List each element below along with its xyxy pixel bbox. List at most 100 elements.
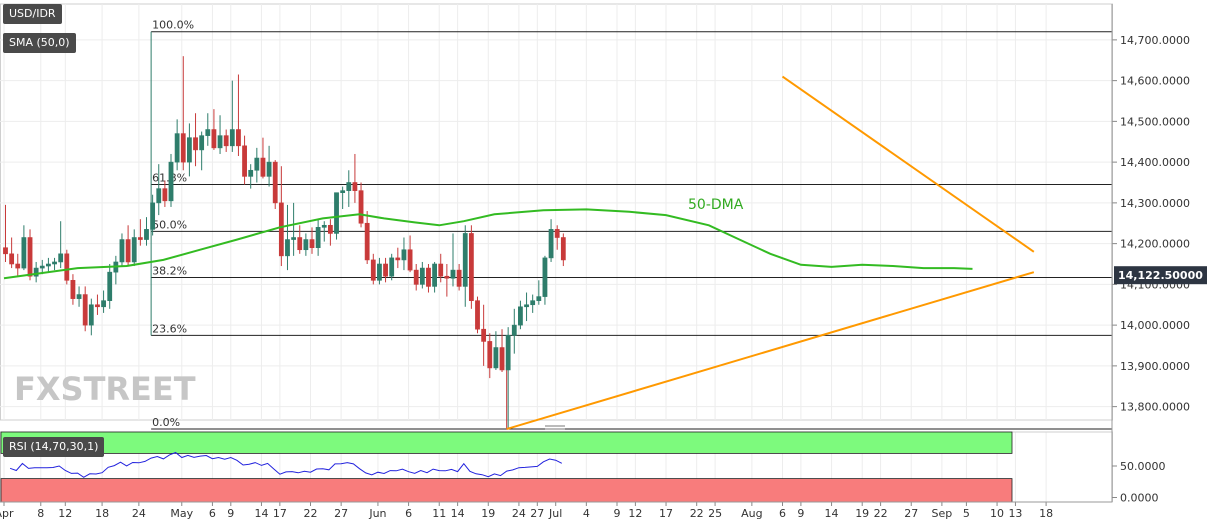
candle <box>548 219 554 262</box>
candle <box>432 261 437 293</box>
candle <box>52 257 57 271</box>
candle <box>193 113 198 167</box>
candle <box>70 274 76 305</box>
candle <box>46 257 51 273</box>
indicator-badge[interactable]: SMA (50,0) <box>3 33 76 53</box>
candle <box>76 286 82 307</box>
candle <box>180 56 186 171</box>
date-tick-label: 27 <box>530 507 544 520</box>
date-tick-label: 13 <box>1008 507 1022 520</box>
candle-body <box>364 222 370 261</box>
candle-body <box>82 294 88 326</box>
candle <box>278 166 284 267</box>
fib-level-label: 100.0% <box>152 19 194 32</box>
candle <box>377 257 382 285</box>
date-tick-label: 27 <box>904 507 918 520</box>
price-tick-label: 13,800.0000 <box>1120 401 1190 414</box>
candle-body <box>3 247 8 255</box>
candle-body <box>180 133 186 163</box>
candle-body <box>303 239 309 251</box>
rsi-badge[interactable]: RSI (14,70,30,1) <box>3 437 105 457</box>
sma-50-label: 50-DMA <box>688 197 744 213</box>
candle-body <box>9 253 15 265</box>
candle-body <box>162 188 168 202</box>
grid <box>0 3 1113 502</box>
price-tick-label: 14,700.0000 <box>1120 34 1190 47</box>
date-tick-label: 12 <box>58 507 72 520</box>
candle <box>309 227 315 254</box>
candle-body <box>530 300 536 306</box>
candle-body <box>321 224 327 228</box>
candle-body <box>88 304 94 326</box>
date-tick-label: 9 <box>227 507 234 520</box>
candle <box>530 294 536 313</box>
candle <box>518 300 523 330</box>
date-tick-label: 9 <box>797 507 804 520</box>
candle <box>58 221 64 269</box>
candle <box>162 180 168 207</box>
current-price-tag <box>1114 266 1207 285</box>
candle-body <box>223 135 229 147</box>
candle-body <box>64 253 70 281</box>
date-tick-label: 9 <box>614 507 621 520</box>
candle-body <box>518 306 523 326</box>
candle-body <box>334 192 339 234</box>
candle-body <box>260 157 266 177</box>
date-tick-label: 14 <box>254 507 268 520</box>
fib-level-label: 0.0% <box>152 416 180 429</box>
candle <box>475 296 480 334</box>
candles <box>3 56 566 430</box>
candle-body <box>131 237 137 263</box>
candle <box>64 249 70 285</box>
candle <box>82 286 88 332</box>
candle-body <box>327 224 333 234</box>
candle <box>125 225 131 267</box>
candle-body <box>542 257 548 297</box>
candle <box>407 235 413 273</box>
candle <box>481 304 487 366</box>
candle-body <box>95 304 100 308</box>
price-tick-label: 14,600.0000 <box>1120 75 1190 88</box>
axes: 14,700.0000 14,600.0000 14,500.0000 14,400.… <box>0 4 1207 520</box>
date-tick-label: 6 <box>209 507 216 520</box>
candle <box>524 292 529 322</box>
candle <box>107 264 113 309</box>
date-tick-label: 8 <box>37 507 44 520</box>
symbol-badge[interactable]: USD/IDR <box>3 4 62 24</box>
candle <box>266 145 272 187</box>
candle <box>33 261 39 283</box>
candle-body <box>358 190 364 224</box>
candle-body <box>352 182 358 191</box>
date-tick-label: 6 <box>779 507 786 520</box>
candle-body <box>39 265 45 269</box>
candle-body <box>266 161 272 177</box>
candle-body <box>272 161 278 204</box>
rsi-panel <box>0 425 1113 503</box>
watermark-text: FXSTREET <box>14 370 196 408</box>
candle <box>426 264 431 293</box>
fib-level-label: 38.2% <box>152 264 187 277</box>
date-tick-label: 19 <box>481 507 495 520</box>
candle <box>217 115 223 154</box>
date-tick-label: 4 <box>583 507 590 520</box>
candle <box>101 290 106 313</box>
candle-body <box>413 269 419 285</box>
trendline-support <box>506 271 1035 430</box>
date-tick-label: 24 <box>132 507 146 520</box>
candle <box>272 160 278 209</box>
current-price-label: 14,122.50000 <box>1118 269 1203 282</box>
candle <box>358 182 364 228</box>
date-tick-label: 14 <box>825 507 839 520</box>
candle-body <box>21 237 27 269</box>
candle-body <box>340 190 346 193</box>
candle <box>444 264 450 297</box>
candle-body <box>15 263 21 269</box>
date-tick-label: 25 <box>708 507 722 520</box>
sma-50-line <box>3 208 973 280</box>
candle-body <box>217 135 223 149</box>
date-tick-label: 14 <box>451 507 465 520</box>
date-tick-label: 22 <box>690 507 704 520</box>
candle <box>438 253 444 283</box>
candle-body <box>187 137 192 163</box>
